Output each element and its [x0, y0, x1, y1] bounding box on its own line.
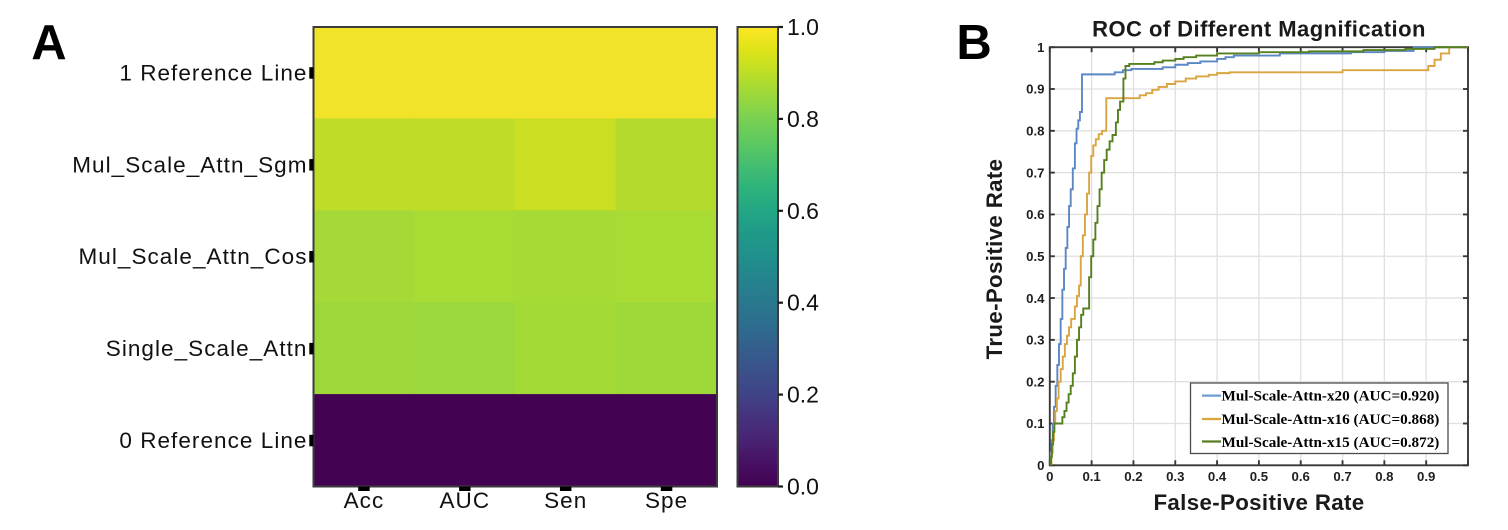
svg-text:0.7: 0.7: [1026, 165, 1044, 180]
svg-text:0: 0: [1037, 458, 1044, 473]
svg-text:0.4: 0.4: [787, 290, 819, 316]
svg-text:Acc: Acc: [344, 488, 385, 513]
svg-text:0.1: 0.1: [1026, 416, 1044, 431]
svg-text:0.3: 0.3: [1026, 333, 1044, 348]
svg-text:Sen: Sen: [544, 488, 587, 513]
svg-text:0.6: 0.6: [787, 198, 819, 224]
svg-text:0.2: 0.2: [1124, 469, 1142, 484]
svg-text:Mul_Scale_Attn_Sgm: Mul_Scale_Attn_Sgm: [72, 152, 307, 177]
svg-text:Mul-Scale-Attn-x15 (AUC=0.872): Mul-Scale-Attn-x15 (AUC=0.872): [1222, 434, 1440, 451]
svg-text:0.7: 0.7: [1333, 469, 1351, 484]
svg-text:0.5: 0.5: [1250, 469, 1268, 484]
svg-text:1.0: 1.0: [787, 14, 819, 40]
svg-text:B: B: [956, 16, 991, 70]
svg-text:0.3: 0.3: [1166, 469, 1184, 484]
svg-text:A: A: [31, 16, 66, 70]
svg-text:0.9: 0.9: [1417, 469, 1435, 484]
svg-text:0.5: 0.5: [1026, 249, 1044, 264]
svg-text:Mul-Scale-Attn-x20 (AUC=0.920): Mul-Scale-Attn-x20 (AUC=0.920): [1222, 388, 1440, 405]
svg-text:0.0: 0.0: [787, 474, 819, 500]
svg-text:0.8: 0.8: [1375, 469, 1393, 484]
svg-text:0.4: 0.4: [1208, 469, 1227, 484]
svg-text:0.9: 0.9: [1026, 82, 1044, 97]
svg-text:0.2: 0.2: [1026, 374, 1044, 389]
svg-text:0.6: 0.6: [1026, 207, 1044, 222]
svg-text:AUC: AUC: [439, 488, 490, 513]
svg-text:0.8: 0.8: [787, 106, 819, 132]
svg-text:1: 1: [1037, 40, 1044, 55]
svg-text:0.4: 0.4: [1026, 291, 1045, 306]
svg-text:1 Reference Line: 1 Reference Line: [119, 60, 307, 85]
svg-text:0 Reference Line: 0 Reference Line: [119, 428, 307, 453]
svg-text:Single_Scale_Attn: Single_Scale_Attn: [106, 336, 308, 361]
svg-text:0.8: 0.8: [1026, 124, 1044, 139]
svg-text:Spe: Spe: [645, 488, 688, 513]
svg-text:0: 0: [1046, 469, 1053, 484]
svg-text:False-Positive Rate: False-Positive Rate: [1153, 490, 1364, 515]
svg-text:0.2: 0.2: [787, 382, 819, 408]
svg-text:Mul-Scale-Attn-x16 (AUC=0.868): Mul-Scale-Attn-x16 (AUC=0.868): [1222, 411, 1440, 428]
svg-text:0.1: 0.1: [1082, 469, 1100, 484]
svg-text:True-Positive Rate: True-Positive Rate: [982, 159, 1007, 360]
svg-text:ROC of Different Magnification: ROC of Different Magnification: [1092, 17, 1426, 42]
svg-text:0.6: 0.6: [1292, 469, 1310, 484]
svg-text:Mul_Scale_Attn_Cos: Mul_Scale_Attn_Cos: [78, 244, 307, 269]
